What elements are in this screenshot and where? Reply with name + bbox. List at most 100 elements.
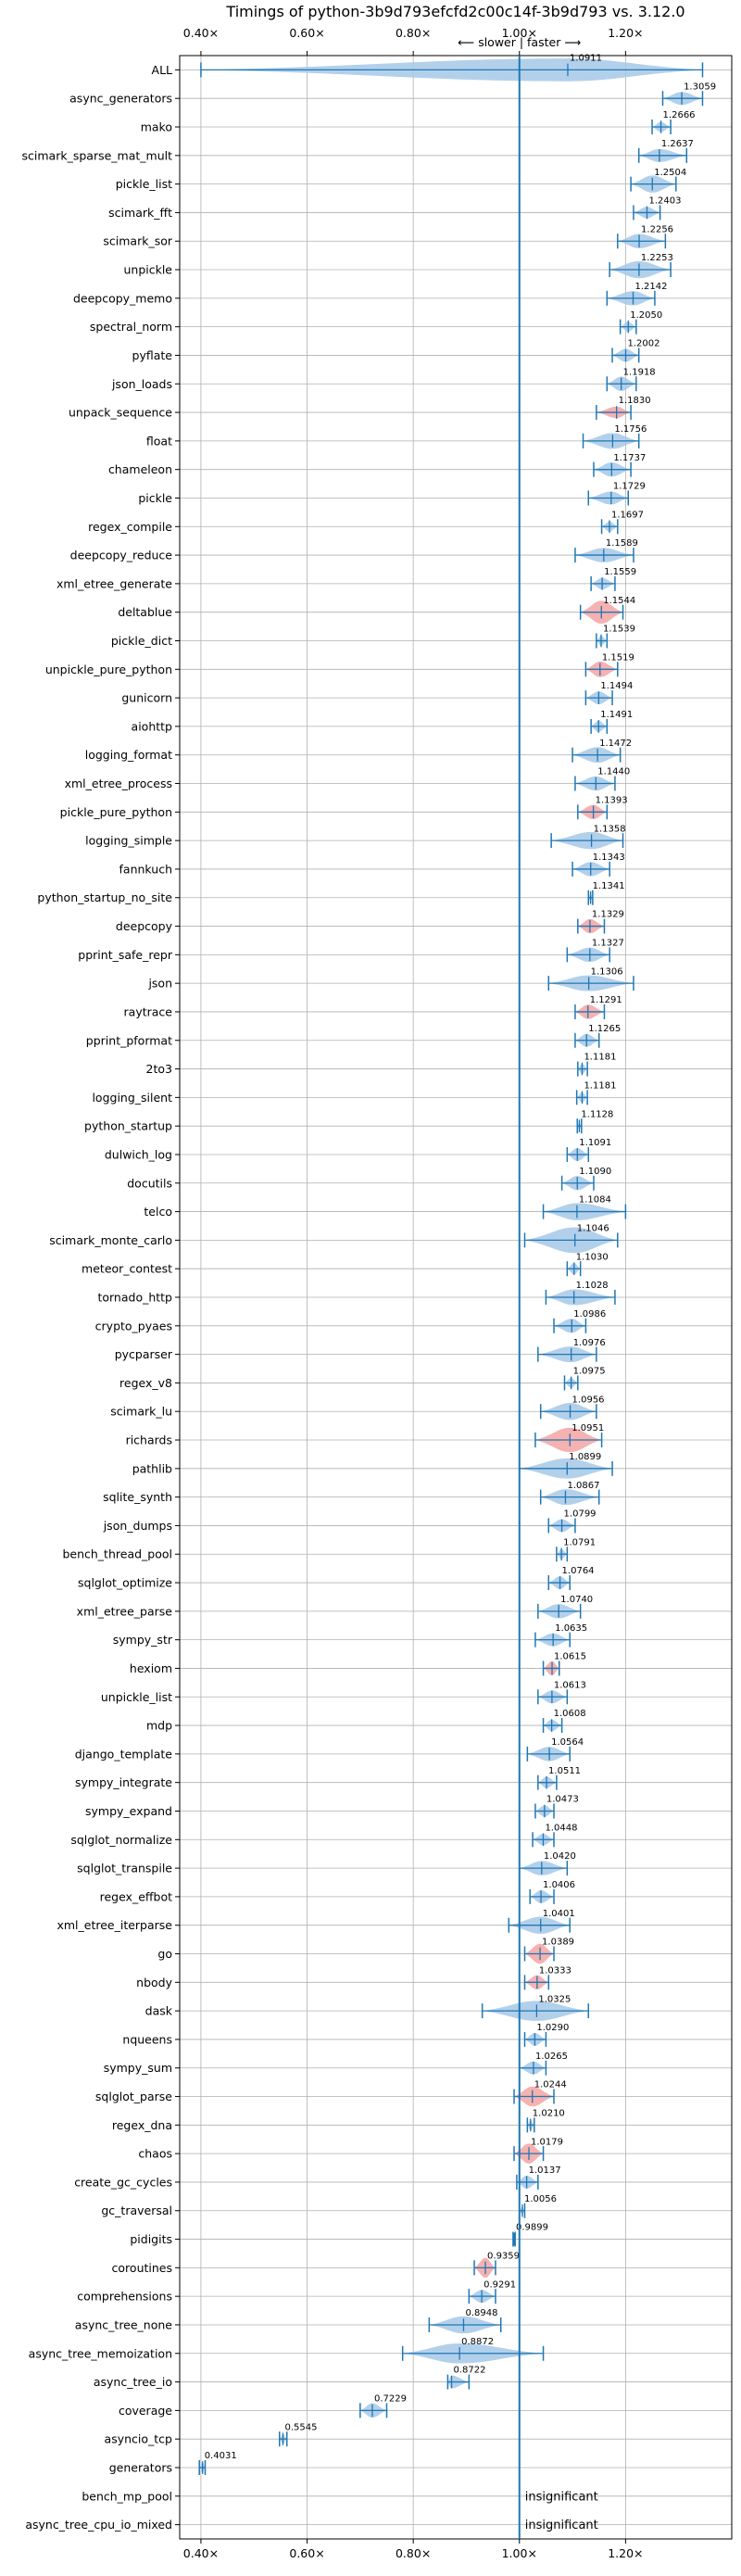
category-label: 2to3: [146, 1062, 172, 1076]
category-label: xml_etree_process: [65, 777, 172, 790]
category-label: bench_mp_pool: [82, 2489, 172, 2503]
value-label: 1.1028: [576, 1281, 609, 1291]
value-label: 1.0290: [536, 2023, 569, 2033]
category-label: async_tree_io: [94, 2375, 172, 2389]
value-label: 1.1181: [584, 1081, 616, 1092]
value-label: 1.0799: [564, 1509, 597, 1520]
category-label: create_gc_cycles: [74, 2175, 172, 2189]
category-label: pickle: [138, 491, 172, 505]
value-label: 1.0564: [551, 1737, 584, 1748]
category-label: unpack_sequence: [69, 406, 172, 420]
value-label: 1.0137: [529, 2166, 561, 2176]
value-label: 1.0613: [554, 1680, 586, 1690]
value-label: 1.2637: [661, 139, 694, 149]
value-label: 1.1440: [597, 767, 630, 777]
value-label: 1.0635: [555, 1623, 587, 1634]
category-label: async_tree_cpu_io_mixed: [25, 2518, 172, 2532]
value-label: 1.1265: [588, 1024, 621, 1034]
value-label: 1.0511: [548, 1766, 581, 1776]
value-label: 1.0179: [531, 2137, 563, 2147]
category-label: json_dumps: [103, 1519, 172, 1533]
category-label: unpickle_list: [101, 1690, 172, 1704]
insignificant-label: insignificant: [525, 2490, 598, 2504]
category-label: pickle_dict: [111, 634, 172, 648]
category-label: meteor_contest: [82, 1262, 172, 1276]
value-label: 1.2256: [641, 224, 673, 234]
value-label: 1.0764: [562, 1566, 595, 1576]
value-label: 0.9899: [516, 2223, 548, 2233]
value-label: 1.2050: [630, 310, 662, 321]
value-label: 1.0740: [560, 1595, 593, 1605]
category-label: float: [146, 434, 172, 448]
category-label: pathlib: [132, 1461, 172, 1475]
x-tick-label-bottom: 0.40×: [183, 2546, 219, 2560]
value-label: 1.1918: [623, 367, 656, 377]
category-label: xml_etree_iterparse: [57, 1918, 172, 1932]
value-label: 1.0615: [554, 1652, 586, 1662]
value-label: 1.1491: [600, 710, 633, 720]
value-label: 1.0448: [545, 1823, 577, 1833]
category-label: pyflate: [132, 348, 173, 362]
value-label: 1.3059: [684, 82, 716, 92]
category-label: django_template: [75, 1747, 173, 1761]
value-label: 1.0608: [554, 1709, 586, 1719]
value-label: 1.1756: [614, 424, 647, 435]
value-label: 1.2666: [663, 110, 696, 120]
category-label: regex_effbot: [100, 1889, 172, 1903]
category-label: pickle_pure_python: [60, 805, 172, 819]
value-label: 1.2504: [654, 168, 686, 178]
value-label: 0.8872: [461, 2337, 494, 2347]
category-label: sympy_integrate: [75, 1775, 172, 1789]
category-label: pickle_list: [116, 177, 172, 191]
value-label: 1.0473: [546, 1795, 579, 1805]
value-label: 1.1030: [576, 1252, 609, 1262]
value-label: 1.1128: [581, 1109, 613, 1119]
category-label: generators: [109, 2460, 172, 2474]
category-label: regex_v8: [119, 1376, 172, 1390]
value-label: 1.0867: [567, 1481, 599, 1491]
category-label: docutils: [127, 1176, 172, 1190]
category-label: async_generators: [69, 92, 172, 106]
value-label: 1.0265: [535, 2052, 568, 2062]
value-label: 1.0899: [569, 1452, 601, 1462]
category-label: scimark_fft: [108, 206, 172, 220]
category-label: sympy_str: [113, 1633, 173, 1647]
category-label: regex_dna: [112, 2118, 172, 2132]
value-label: 1.1090: [579, 1167, 611, 1177]
value-label: 1.2142: [635, 282, 668, 292]
value-label: 1.1697: [611, 510, 644, 520]
value-label: 1.1306: [591, 966, 623, 977]
value-label: 0.9359: [487, 2251, 520, 2261]
category-label: coroutines: [112, 2261, 172, 2275]
value-label: 1.0244: [534, 2080, 567, 2090]
x-tick-label-bottom: 1.20×: [608, 2546, 643, 2560]
category-label: sqlglot_normalize: [70, 1833, 172, 1847]
category-label: asyncio_tcp: [105, 2432, 173, 2446]
category-label: ALL: [152, 63, 173, 77]
x-tick-label-bottom: 0.80×: [396, 2546, 431, 2560]
value-label: 1.0975: [573, 1367, 606, 1377]
value-label: 1.1830: [619, 396, 651, 406]
insignificant-label: insignificant: [525, 2519, 598, 2532]
category-label: richards: [126, 1433, 172, 1447]
category-label: async_tree_memoization: [29, 2346, 172, 2360]
category-label: json_loads: [111, 377, 172, 391]
category-label: pprint_safe_repr: [78, 948, 173, 962]
value-label: 1.1737: [613, 453, 646, 463]
category-label: comprehensions: [77, 2290, 172, 2304]
value-label: 1.1589: [606, 538, 638, 549]
category-label: tornado_http: [97, 1291, 172, 1305]
category-label: pycparser: [115, 1347, 173, 1361]
category-label: dulwich_log: [105, 1147, 172, 1161]
category-label: sqlglot_transpile: [77, 1862, 172, 1875]
direction-label: ⟵ slower | faster ⟶: [458, 35, 581, 49]
value-label: 0.4031: [205, 2451, 237, 2461]
chart-title: Timings of python-3b9d793efcfd2c00c14f-3…: [225, 3, 684, 20]
category-label: sqlite_synth: [103, 1490, 172, 1504]
category-label: nqueens: [122, 2032, 172, 2046]
value-label: 1.0401: [543, 1909, 575, 1919]
x-tick-label-top: 0.40×: [183, 26, 219, 40]
category-label: gunicorn: [121, 691, 172, 705]
category-label: scimark_monte_carlo: [49, 1233, 172, 1247]
